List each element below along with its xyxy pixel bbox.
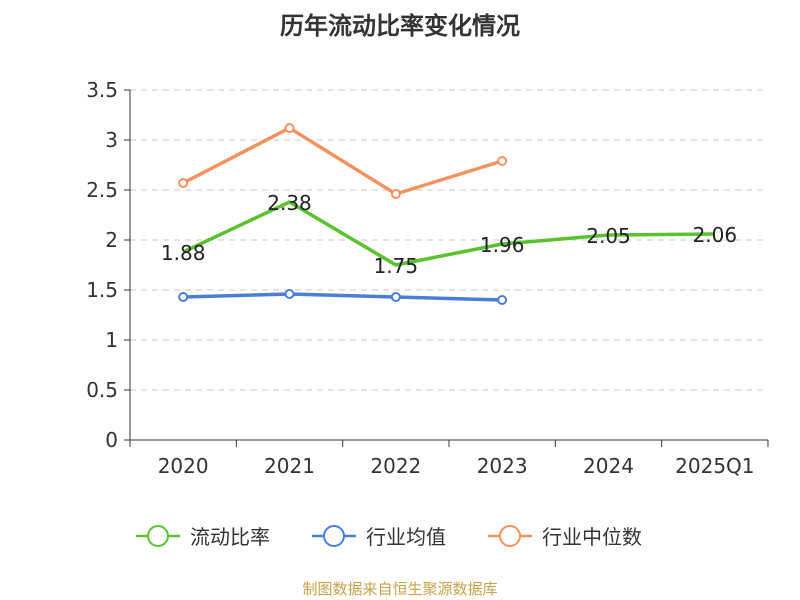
- series-lines: [178, 123, 715, 305]
- y-tick-label: 1.5: [86, 278, 118, 302]
- data-label-2022: 1.75: [374, 254, 419, 278]
- data-labels: 1.88 2.38 1.75 1.96 2.05 2.06: [161, 191, 737, 278]
- chart-title: 历年流动比率变化情况: [280, 12, 520, 40]
- legend-item-行业中位数: 行业中位数: [488, 525, 642, 549]
- legend-item-行业均值: 行业均值: [312, 525, 446, 549]
- legend-marker: [499, 525, 521, 547]
- grid-lines: [130, 89, 768, 391]
- legend-item-流动比率: 流动比率: [136, 525, 270, 549]
- axes: 0 0.5 1 1.5 2 2.5 3 3.5 2020 2021 2022 2023 2024 2025…: [86, 78, 769, 478]
- x-tick-label-2022: 2022: [370, 454, 421, 478]
- legend-label: 流动比率: [190, 525, 270, 549]
- legend-marker: [323, 525, 345, 547]
- data-label-2020: 1.88: [161, 241, 206, 265]
- x-tick-label-2020: 2020: [158, 454, 209, 478]
- series-point-行业均值: [390, 292, 401, 302]
- y-tick-label: 3.5: [86, 78, 118, 102]
- x-tick-label-2025Q1: 2025Q1: [675, 454, 754, 478]
- legend-marker: [147, 525, 169, 547]
- series-point-行业均值: [178, 292, 189, 302]
- legend-label: 行业均值: [366, 525, 446, 549]
- series-point-行业中位数: [497, 156, 508, 166]
- series-line-流动比率: [182, 200, 715, 267]
- data-label-2023: 1.96: [480, 233, 525, 257]
- series-point-行业均值: [284, 289, 295, 299]
- x-tick-label-2024: 2024: [583, 454, 634, 478]
- series-line-行业中位数: [182, 126, 503, 196]
- y-tick-label: 0: [105, 428, 118, 452]
- x-tick-label-2023: 2023: [477, 454, 528, 478]
- data-label-2025Q1: 2.06: [693, 223, 738, 247]
- source-note: 制图数据来自恒生聚源数据库: [302, 580, 498, 598]
- y-tick-label: 1: [105, 328, 118, 352]
- y-tick-label: 0.5: [86, 378, 118, 402]
- data-label-2021: 2.38: [267, 191, 312, 215]
- series-point-行业中位数: [390, 189, 401, 199]
- y-tick-label: 2.5: [86, 178, 118, 202]
- series-point-行业中位数: [284, 123, 295, 133]
- legend: 流动比率 行业均值 行业中位数: [136, 525, 642, 549]
- y-tick-label: 3: [105, 128, 118, 152]
- y-tick-label: 2: [105, 228, 118, 252]
- data-label-2024: 2.05: [586, 224, 631, 248]
- legend-label: 行业中位数: [542, 525, 642, 549]
- x-tick-label-2021: 2021: [264, 454, 315, 478]
- series-point-行业均值: [497, 295, 508, 305]
- series-point-行业中位数: [178, 178, 189, 188]
- series-line-行业均值: [183, 292, 503, 302]
